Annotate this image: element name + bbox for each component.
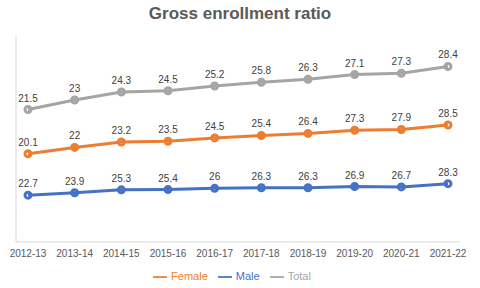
svg-text:2016-17: 2016-17 <box>196 248 233 259</box>
svg-text:2021-22: 2021-22 <box>430 248 467 259</box>
svg-text:20.1: 20.1 <box>18 137 38 148</box>
svg-text:2019-20: 2019-20 <box>336 248 373 259</box>
html-text:Female: Female <box>171 269 208 282</box>
svg-text:2012-13: 2012-13 <box>10 248 47 259</box>
svg-text:26.7: 26.7 <box>392 170 412 181</box>
svg-text:23.9: 23.9 <box>65 176 85 187</box>
svg-text:26.3: 26.3 <box>298 171 318 182</box>
svg-text:22: 22 <box>69 130 81 141</box>
svg-text:28.5: 28.5 <box>438 108 458 119</box>
svg-text:24.5: 24.5 <box>205 121 225 132</box>
svg-text:25.4: 25.4 <box>252 118 272 129</box>
svg-text:25.8: 25.8 <box>252 65 272 76</box>
svg-text:26.3: 26.3 <box>252 171 272 182</box>
svg-text:21.5: 21.5 <box>18 93 38 104</box>
svg-text:25.2: 25.2 <box>205 69 225 80</box>
svg-text:26.9: 26.9 <box>345 170 365 181</box>
svg-text:2017-18: 2017-18 <box>243 248 280 259</box>
svg-text:2014-15: 2014-15 <box>103 248 140 259</box>
svg-text:24.3: 24.3 <box>112 75 132 86</box>
svg-text:27.9: 27.9 <box>392 112 412 123</box>
svg-text:27.3: 27.3 <box>392 56 412 67</box>
svg-text:26.4: 26.4 <box>298 116 318 127</box>
svg-text:27.1: 27.1 <box>345 58 365 69</box>
svg-text:23.2: 23.2 <box>112 125 132 136</box>
html-text:Total: Total <box>287 269 311 282</box>
svg-text:2015-16: 2015-16 <box>150 248 187 259</box>
svg-text:2018-19: 2018-19 <box>290 248 327 259</box>
svg-text:28.3: 28.3 <box>438 167 458 178</box>
svg-text:22.7: 22.7 <box>18 178 38 189</box>
svg-text:23: 23 <box>69 83 81 94</box>
svg-text:27.3: 27.3 <box>345 113 365 124</box>
svg-text:25.3: 25.3 <box>112 173 132 184</box>
svg-text:25.4: 25.4 <box>158 173 178 184</box>
svg-text:26: 26 <box>209 171 221 182</box>
svg-text:2013-14: 2013-14 <box>56 248 93 259</box>
svg-text:23.5: 23.5 <box>158 124 178 135</box>
html-text:Gross enrollment ratio: Gross enrollment ratio <box>148 4 332 23</box>
svg-text:24.5: 24.5 <box>158 74 178 85</box>
svg-text:28.4: 28.4 <box>438 49 458 60</box>
svg-text:26.3: 26.3 <box>298 62 318 73</box>
html-text:Male: Male <box>235 269 260 282</box>
svg-text:2020-21: 2020-21 <box>383 248 420 259</box>
